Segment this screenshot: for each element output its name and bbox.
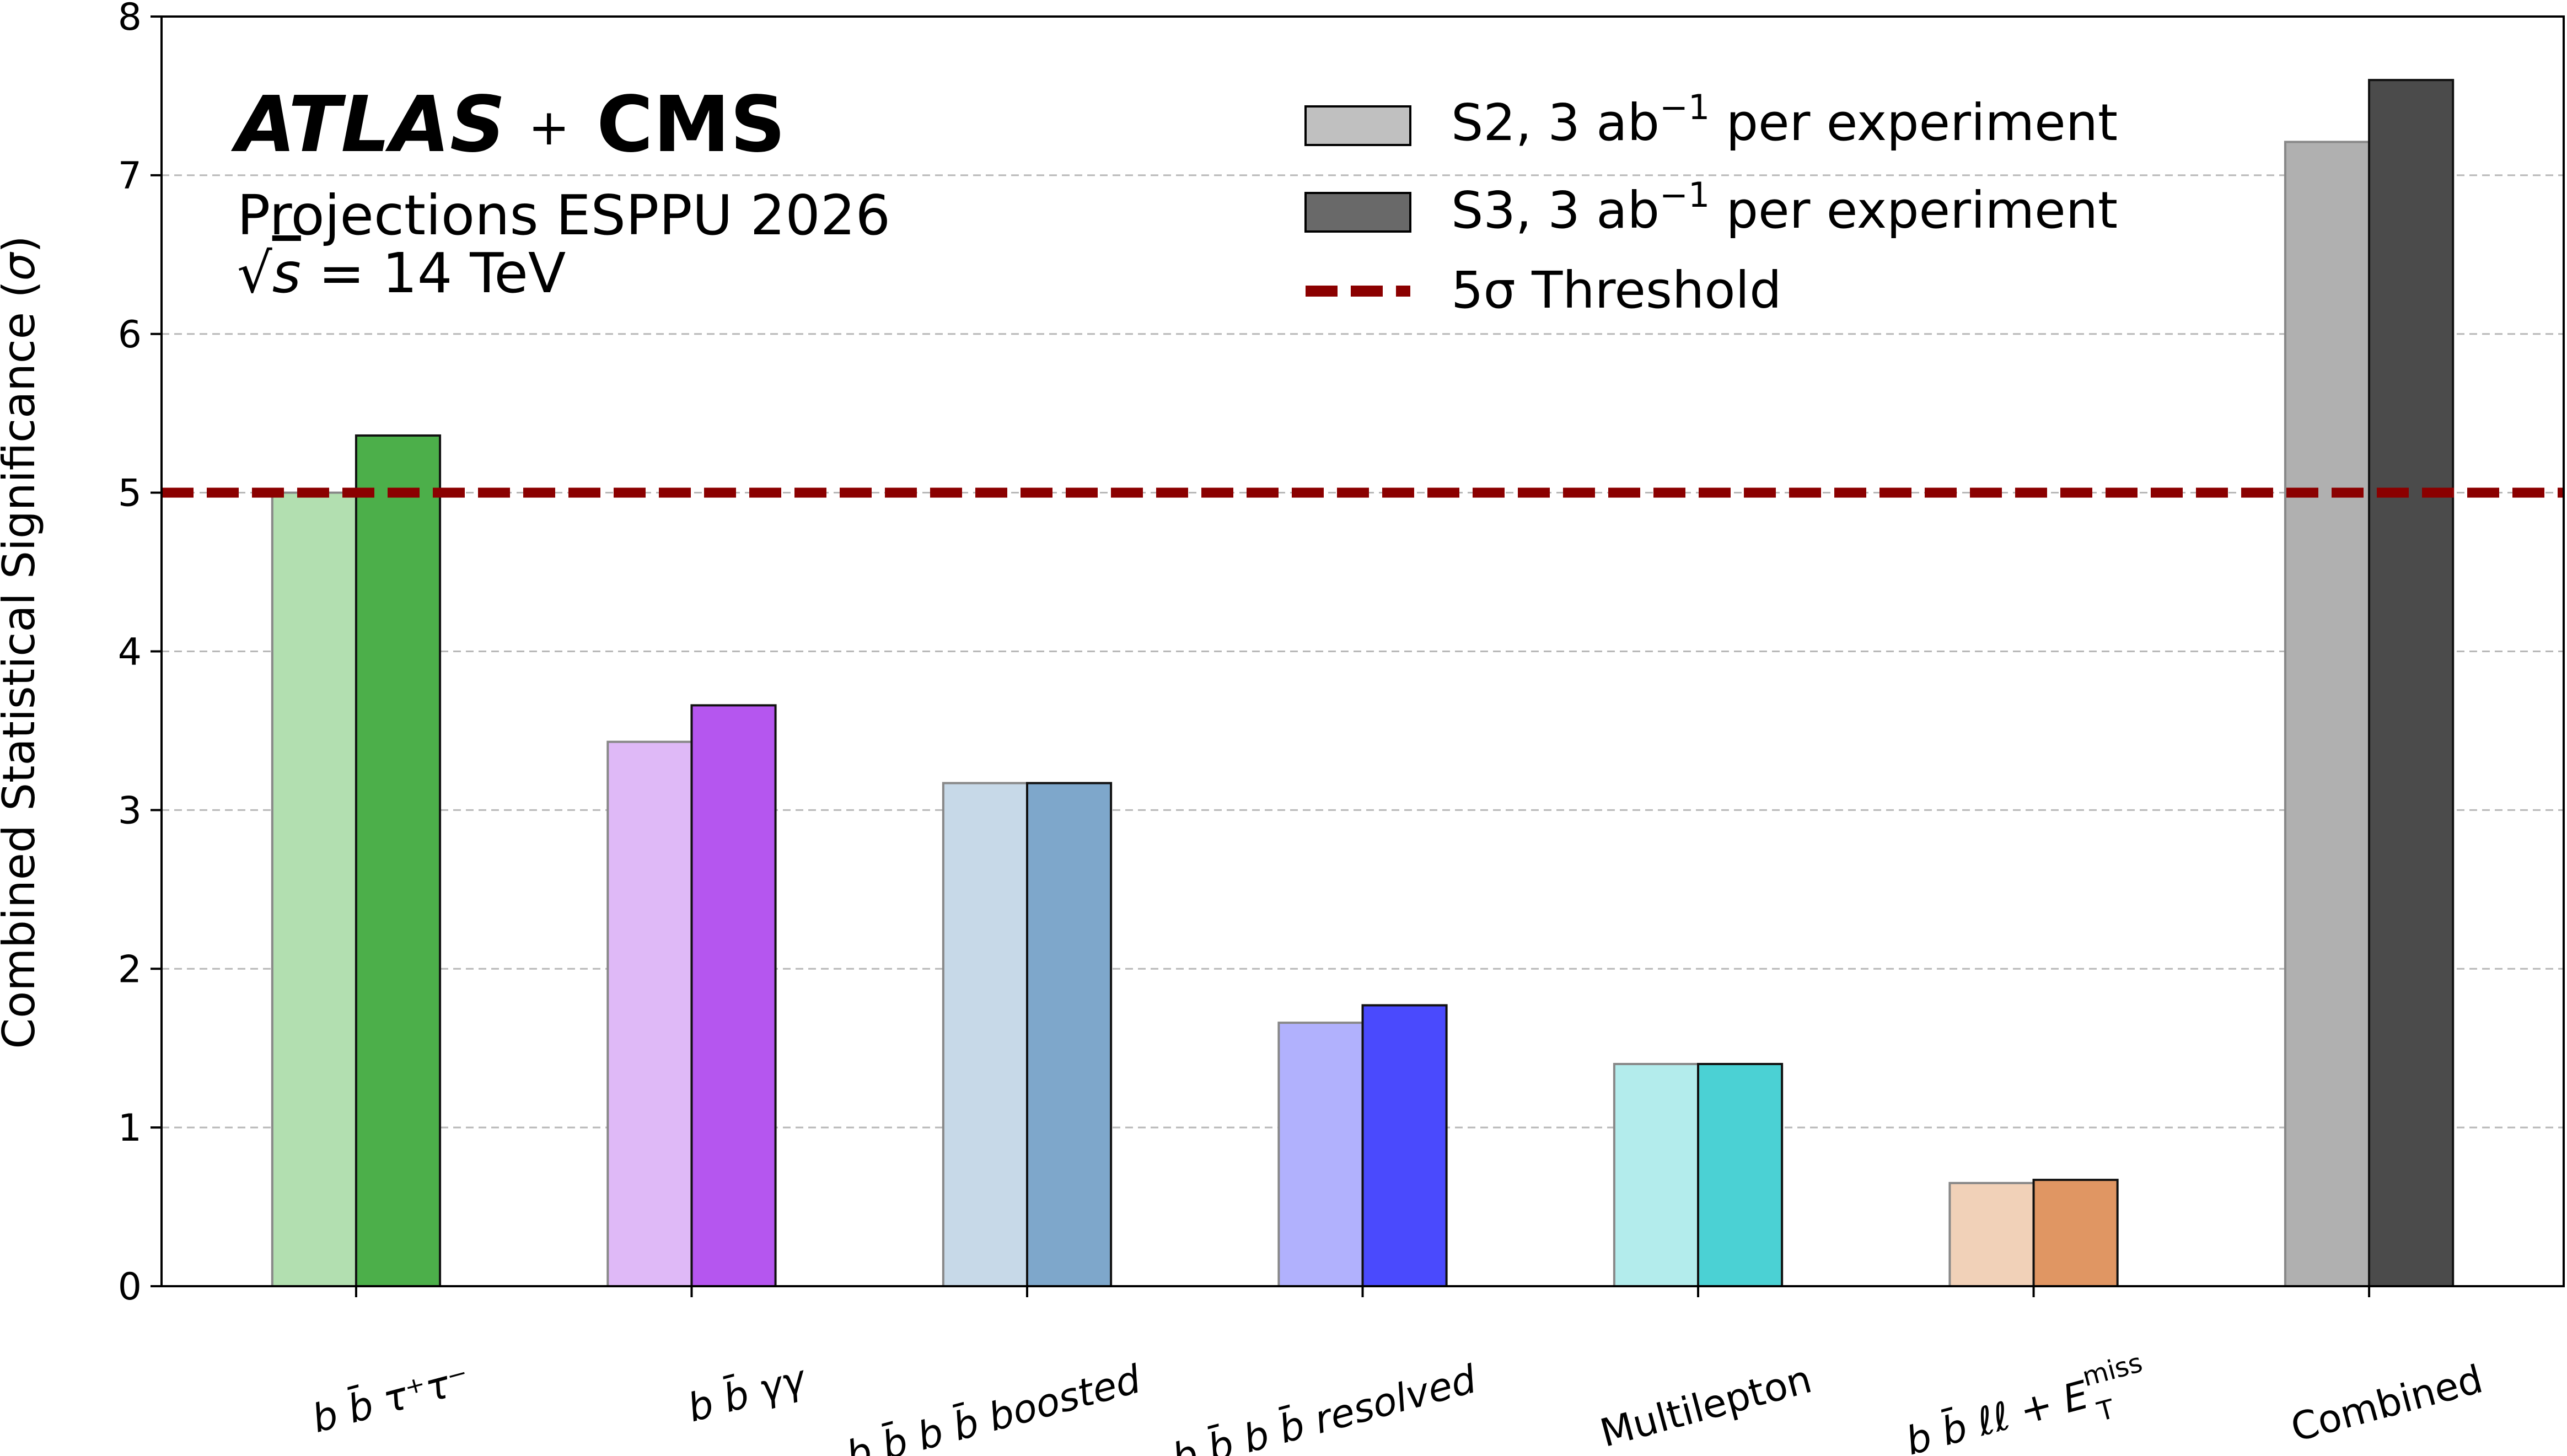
energy-s: s: [272, 241, 301, 305]
legend-s3-suffix: per experiment: [1710, 181, 2118, 240]
legend-s2-suffix: per experiment: [1710, 93, 2118, 152]
y-axis-ticks: 0 1 2 3 4 5 6 7 8: [118, 0, 162, 1309]
legend-label-threshold: 5σ Threshold: [1451, 261, 1781, 320]
x-tick-label-bbgamgam: b b̄ γγ: [683, 1356, 812, 1431]
y-tick-label: 8: [118, 0, 142, 39]
atlas-logo-text: ATLAS: [230, 80, 506, 170]
y-axis-title-sigma: σ: [0, 251, 45, 281]
x-tick-label-sub: T: [2093, 1394, 2118, 1428]
brand-plus: +: [528, 99, 570, 157]
grid-lines: [162, 174, 2564, 1129]
x-tick-label-bbbb_resolved: b b̄ b b̄ resolved: [1168, 1356, 1481, 1456]
legend-label-s3: S3, 3 ab−1 per experiment: [1451, 175, 2118, 240]
x-axis-ticks: b b̄ τ⁺τ⁻ b b̄ γγ b b̄ b b̄ boosted b b̄ b …: [307, 1286, 2487, 1456]
y-tick-label: 2: [118, 948, 142, 991]
y-tick-label: 1: [118, 1106, 142, 1150]
x-tick-label-bbbb_boosted: b b̄ b b̄ boosted: [841, 1356, 1146, 1456]
x-tick-label-bbtautau: b b̄ τ⁺τ⁻: [307, 1356, 474, 1441]
x-tick-label-multilepton: Multilepton: [1596, 1356, 1817, 1456]
bar-s3-combined: [2368, 79, 2455, 1288]
y-tick-label: 7: [118, 154, 142, 198]
bar-s2-bbgamgam: [606, 740, 693, 1287]
bar-s3-bbgamgam: [690, 704, 777, 1287]
legend-label-s2: S2, 3 ab−1 per experiment: [1451, 87, 2118, 152]
bar-s3-bbll_met: [2032, 1179, 2119, 1288]
x-tick-label-combined: Combined: [2286, 1356, 2488, 1450]
bar-s2-combined: [2284, 141, 2371, 1288]
bar-s2-bbbb_boosted: [942, 782, 1028, 1287]
bar-s3-bbbb_boosted: [1025, 782, 1113, 1287]
x-tick-label-part: b b̄ ℓℓ + E: [1901, 1372, 2093, 1456]
y-axis-title-close: ): [0, 235, 45, 252]
energy-value: = 14 TeV: [301, 241, 566, 305]
legend-s2-prefix: S2, 3 ab: [1451, 93, 1660, 152]
legend-s3-prefix: S3, 3 ab: [1451, 181, 1660, 240]
legend-s2-exp: −1: [1660, 87, 1710, 127]
bar-s3-bbbb_resolved: [1361, 1004, 1448, 1288]
legend-swatch-s3: [1304, 192, 1411, 233]
bar-s2-bbtautau: [271, 491, 357, 1287]
cms-logo-text: CMS: [597, 80, 786, 170]
bar-s2-multilepton: [1613, 1062, 1700, 1287]
bars: [271, 79, 2455, 1288]
y-tick-label: 4: [118, 631, 142, 674]
bar-s3-multilepton: [1697, 1062, 1784, 1287]
projection-label: Projections ESPPU 2026: [237, 183, 890, 248]
y-axis-title: Combined Statistical Significance (σ): [0, 235, 45, 1049]
bar-s2-bbll_met: [1948, 1181, 2035, 1288]
energy-label: √s = 14 TeV: [237, 241, 566, 305]
x-tick-label-sup: miss: [2079, 1347, 2146, 1393]
y-tick-label: 0: [118, 1265, 142, 1309]
legend-swatch-s2: [1304, 105, 1411, 146]
y-tick-label: 6: [118, 313, 142, 357]
x-tick-label-bbll_met: b b̄ ℓℓ + EmissT: [1899, 1347, 2156, 1456]
bar-s3-bbtautau: [355, 434, 442, 1287]
legend-s3-exp: −1: [1660, 175, 1710, 215]
bar-s2-bbbb_resolved: [1277, 1022, 1364, 1287]
y-axis-title-main: Combined Statistical Significance (: [0, 281, 45, 1049]
y-tick-label: 3: [118, 789, 142, 832]
y-tick-label: 5: [118, 472, 142, 515]
experiment-label: ATLAS + CMS Projections ESPPU 2026 √s = …: [230, 80, 890, 305]
sqrt-symbol: √: [237, 241, 272, 305]
legend: S2, 3 ab−1 per experiment S3, 3 ab−1 per…: [1304, 87, 2118, 320]
